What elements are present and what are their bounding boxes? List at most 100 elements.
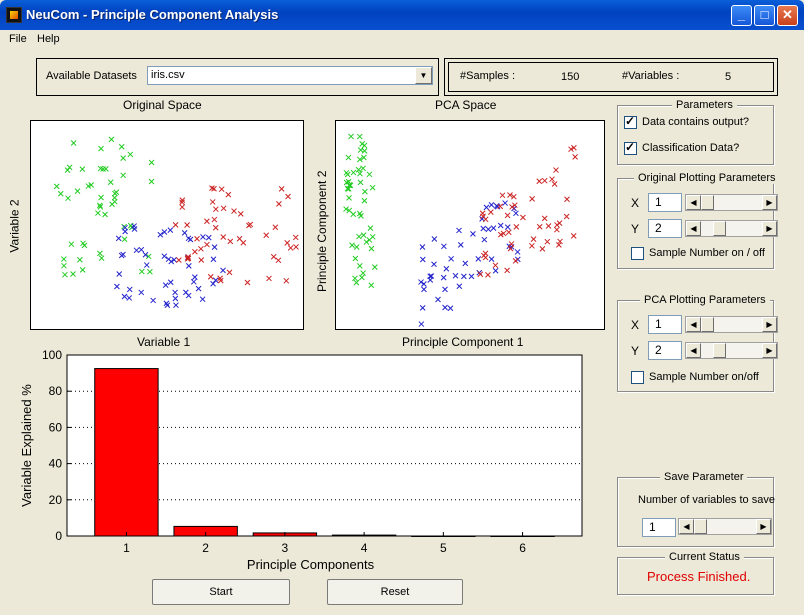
original-space-title: Original Space <box>123 98 202 112</box>
save-count-field[interactable]: 1 <box>642 518 676 537</box>
arrow-left-icon[interactable]: ◀ <box>686 195 701 210</box>
pca-plotting-title: PCA Plotting Parameters <box>640 294 770 306</box>
close-button[interactable]: ✕ <box>777 5 798 26</box>
scatter-point <box>115 235 122 242</box>
original-space-xlabel: Variable 1 <box>137 335 191 349</box>
title-bar[interactable]: NeuCom - Principle Component Analysis _ … <box>0 0 804 30</box>
scatter-point <box>556 220 563 226</box>
pca-x-slider[interactable]: ◀ ▶ <box>685 316 778 333</box>
scatter-point <box>461 273 467 280</box>
scatter-point <box>185 254 191 260</box>
minimize-button[interactable]: _ <box>731 5 752 26</box>
scatter-point <box>563 213 570 220</box>
scatter-point <box>172 222 179 228</box>
chevron-down-icon[interactable]: ▼ <box>415 67 432 84</box>
pca-y-slider[interactable]: ◀ ▶ <box>685 342 778 359</box>
scatter-point <box>366 237 373 243</box>
pca-x-field[interactable]: 1 <box>648 315 682 334</box>
dataset-select[interactable]: iris.csv ▼ <box>147 66 433 85</box>
scatter-point <box>371 264 378 271</box>
scatter-point <box>362 188 368 195</box>
arrow-right-icon[interactable]: ▶ <box>756 519 771 534</box>
scatter-point <box>120 172 127 179</box>
original-y-field[interactable]: 2 <box>648 219 682 238</box>
scatter-point <box>237 211 244 217</box>
original-x-field[interactable]: 1 <box>648 193 682 212</box>
arrow-right-icon[interactable]: ▶ <box>762 317 777 332</box>
save-slider[interactable]: ◀ ▶ <box>678 518 772 535</box>
scatter-point <box>513 210 519 217</box>
bar-chart-xlabel: Principle Components <box>247 557 375 572</box>
scatter-point <box>507 245 514 252</box>
start-button[interactable]: Start <box>152 579 290 605</box>
scatter-point <box>452 272 459 279</box>
menu-help[interactable]: Help <box>37 33 60 45</box>
pca-sample-number-checkbox[interactable] <box>631 371 644 384</box>
scatter-point <box>204 218 210 225</box>
scatter-point <box>118 252 125 259</box>
scatter-point <box>348 133 354 140</box>
arrow-left-icon[interactable]: ◀ <box>686 317 701 332</box>
scatter-point <box>457 241 464 248</box>
scatter-point <box>220 234 227 240</box>
arrow-right-icon[interactable]: ▶ <box>762 343 777 358</box>
scatter-point <box>419 256 426 263</box>
classification-checkbox[interactable]: ✓ <box>624 140 637 155</box>
scatter-point <box>349 242 355 249</box>
x-tick-label: 1 <box>123 541 130 555</box>
scatter-point <box>276 200 282 207</box>
arrow-left-icon[interactable]: ◀ <box>686 343 701 358</box>
scatter-point <box>419 305 426 311</box>
check-icon: ✓ <box>625 114 636 128</box>
scatter-point <box>100 166 106 172</box>
arrow-left-icon[interactable]: ◀ <box>679 519 694 534</box>
reset-button[interactable]: Reset <box>327 579 463 605</box>
scatter-point <box>361 197 368 204</box>
scatter-point <box>356 210 363 217</box>
original-plotting-title: Original Plotting Parameters <box>634 172 780 184</box>
scatter-point <box>350 169 357 176</box>
slider-thumb[interactable] <box>713 343 726 358</box>
scatter-point <box>468 273 475 280</box>
scatter-point <box>553 226 560 233</box>
original-x-slider[interactable]: ◀ ▶ <box>685 194 778 211</box>
original-x-label: X <box>631 196 640 210</box>
app-icon <box>6 7 22 23</box>
slider-thumb[interactable] <box>694 519 707 534</box>
pca-y-field[interactable]: 2 <box>648 341 682 360</box>
scatter-point <box>343 206 349 212</box>
scatter-point <box>138 289 145 296</box>
original-space-plot[interactable] <box>30 120 304 330</box>
scatter-point <box>554 222 560 228</box>
scatter-point <box>427 277 434 283</box>
maximize-button[interactable]: □ <box>754 5 775 26</box>
bar <box>411 535 476 537</box>
pca-space-plot[interactable] <box>335 120 605 330</box>
scatter-point <box>167 227 174 234</box>
original-y-slider[interactable]: ◀ ▶ <box>685 220 778 237</box>
scatter-point <box>344 171 351 178</box>
scatter-point <box>143 262 150 268</box>
scatter-point <box>509 204 515 210</box>
original-sample-number-checkbox[interactable] <box>631 247 644 260</box>
scatter-point <box>236 235 243 242</box>
slider-thumb[interactable] <box>701 317 714 332</box>
arrow-right-icon[interactable]: ▶ <box>762 195 777 210</box>
arrow-right-icon[interactable]: ▶ <box>762 221 777 236</box>
arrow-left-icon[interactable]: ◀ <box>686 221 701 236</box>
scatter-point <box>357 179 364 186</box>
scatter-point <box>361 154 367 161</box>
scatter-point <box>488 202 495 208</box>
scatter-point <box>138 246 145 253</box>
bar-chart-ylabel: Variable Explained % <box>19 384 34 507</box>
contains-output-checkbox[interactable]: ✓ <box>624 114 637 129</box>
slider-thumb[interactable] <box>701 195 714 210</box>
scatter-point <box>157 231 164 238</box>
menu-file[interactable]: File <box>9 33 27 45</box>
scatter-point <box>167 279 174 286</box>
scatter-point <box>353 279 360 286</box>
scatter-point <box>247 221 254 228</box>
scatter-point <box>185 255 192 262</box>
variance-bar-chart: 0 20 40 60 80 100 1 2 3 4 5 6 Principle Components Va… <box>19 348 583 572</box>
slider-thumb[interactable] <box>713 221 726 236</box>
